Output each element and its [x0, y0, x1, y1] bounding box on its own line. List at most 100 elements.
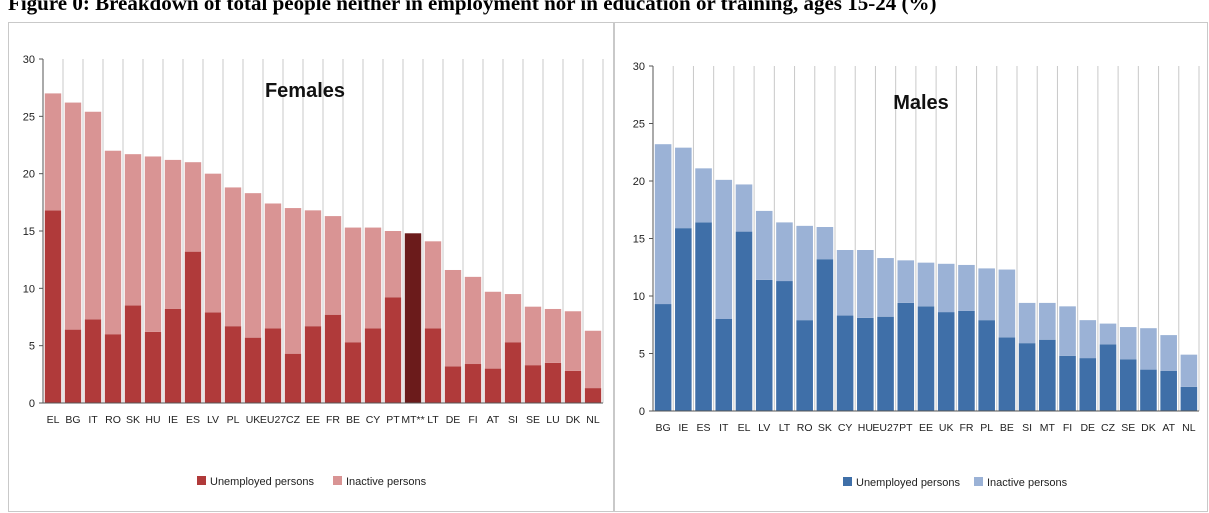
x-tick-label: BG	[656, 422, 671, 434]
legend-swatch-unemployed	[197, 476, 206, 485]
bar-unemployed	[715, 319, 733, 411]
bar-unemployed	[1160, 370, 1177, 411]
bar-unemployed	[695, 222, 712, 411]
bar-inactive	[1119, 327, 1137, 360]
x-tick-label: MT	[1040, 422, 1056, 434]
x-tick-label: FR	[326, 414, 340, 426]
bar-inactive	[104, 150, 122, 335]
y-tick-label: 0	[29, 398, 35, 410]
x-tick-label: LU	[546, 414, 559, 426]
bar-unemployed	[897, 302, 915, 411]
bar-inactive	[695, 168, 712, 223]
y-tick-label: 30	[23, 54, 35, 66]
bar-inactive	[836, 250, 854, 316]
x-tick-label: MT**	[401, 414, 424, 426]
bar-unemployed	[675, 228, 692, 411]
y-tick-label: 15	[633, 234, 645, 246]
bar-unemployed	[44, 210, 62, 403]
bar-unemployed	[504, 342, 522, 403]
bar-unemployed	[204, 312, 222, 403]
x-tick-label: FI	[468, 414, 477, 426]
bar-unemployed	[324, 314, 342, 403]
bar-inactive	[484, 291, 502, 369]
bar-unemployed	[857, 317, 874, 411]
x-tick-label: IT	[88, 414, 98, 426]
bar-inactive	[44, 93, 62, 211]
x-tick-label: IE	[168, 414, 178, 426]
chart-males: 0 5 10 15 20 25 30 BG IE ES IT EL LV LT RO SK CY HU EU27 PT…	[633, 61, 1200, 489]
x-tick-label: FI	[1063, 422, 1072, 434]
bar-inactive	[144, 156, 162, 332]
y-tick-label: 5	[29, 341, 35, 353]
x-tick-label: ES	[697, 422, 711, 434]
bar-inactive	[937, 263, 955, 313]
x-tick-label: EL	[47, 414, 60, 426]
bar-unemployed	[244, 337, 262, 403]
chart-title: Females	[265, 80, 345, 102]
chart-panel-males: 0 5 10 15 20 25 30 BG IE ES IT EL LV LT RO SK CY HU EU27 PT…	[614, 22, 1208, 512]
legend-swatch-inactive	[974, 477, 983, 486]
bar-inactive	[998, 269, 1016, 338]
bar-unemployed	[564, 370, 582, 403]
bar-unemployed	[224, 326, 242, 403]
x-tick-label: HU	[858, 422, 873, 434]
bar-inactive	[1160, 335, 1177, 371]
x-tick-label: BG	[65, 414, 80, 426]
bar-inactive	[675, 147, 692, 229]
y-tick-label: 20	[23, 169, 35, 181]
bar-inactive	[264, 203, 282, 329]
bar-unemployed	[1180, 386, 1198, 411]
x-tick-label: UK	[939, 422, 954, 434]
x-tick-label: EE	[306, 414, 320, 426]
x-tick-label: FR	[959, 422, 973, 434]
bar-inactive	[344, 227, 362, 343]
x-tick-label: AT	[487, 414, 500, 426]
bar-inactive	[1018, 302, 1036, 344]
bar-unemployed	[124, 305, 142, 403]
bar-unemployed	[584, 388, 602, 403]
bar-inactive	[464, 276, 482, 365]
bar-unemployed	[464, 364, 482, 403]
x-tick-label: PL	[980, 422, 993, 434]
x-tick-label: SK	[818, 422, 832, 434]
bar-inactive	[204, 173, 222, 313]
x-tick-label: LV	[758, 422, 770, 434]
legend: Unemployed persons Inactive persons	[843, 477, 1068, 489]
bar-inactive	[715, 179, 733, 319]
bar-unemployed	[104, 334, 122, 403]
bar-inactive	[564, 311, 582, 371]
bar-inactive	[124, 154, 142, 306]
bar-inactive	[1099, 323, 1117, 345]
bar-inactive	[64, 102, 82, 330]
bar-unemployed	[796, 320, 813, 411]
x-tick-label: SE	[526, 414, 540, 426]
x-tick-label: SE	[1121, 422, 1135, 434]
y-tick-label: 25	[23, 111, 35, 123]
chart-panel-females: 0 5 10 15 20 25 30 EL BG IT RO SK HU IE ES LV PL UK EU27 CZ…	[8, 22, 614, 512]
x-tick-label: PT	[899, 422, 913, 434]
y-tick-label: 15	[23, 226, 35, 238]
legend: Unemployed persons Inactive persons	[197, 476, 427, 488]
bar-inactive	[364, 227, 382, 329]
bar-inactive	[224, 187, 242, 327]
x-tick-label: EU27	[260, 414, 286, 426]
legend-label-inactive: Inactive persons	[987, 477, 1068, 489]
y-tick-label: 30	[633, 61, 645, 73]
bar-inactive	[184, 162, 202, 252]
x-tick-label: EU27	[872, 422, 898, 434]
x-tick-label: UK	[246, 414, 261, 426]
bar-inactive	[857, 250, 874, 318]
bar-unemployed	[1140, 369, 1157, 411]
bar-inactive	[424, 241, 442, 329]
bar-unemployed	[836, 315, 854, 411]
x-tick-label: DK	[1141, 422, 1156, 434]
x-tick-label: DE	[1080, 422, 1095, 434]
x-tick-label: CY	[366, 414, 381, 426]
y-tick-label: 20	[633, 176, 645, 188]
y-tick-label: 10	[23, 283, 35, 295]
x-tick-label: ES	[186, 414, 200, 426]
x-tick-label: LT	[779, 422, 791, 434]
x-tick-label: PL	[227, 414, 240, 426]
bar-inactive	[796, 225, 813, 321]
bar-unemployed	[1079, 358, 1097, 411]
